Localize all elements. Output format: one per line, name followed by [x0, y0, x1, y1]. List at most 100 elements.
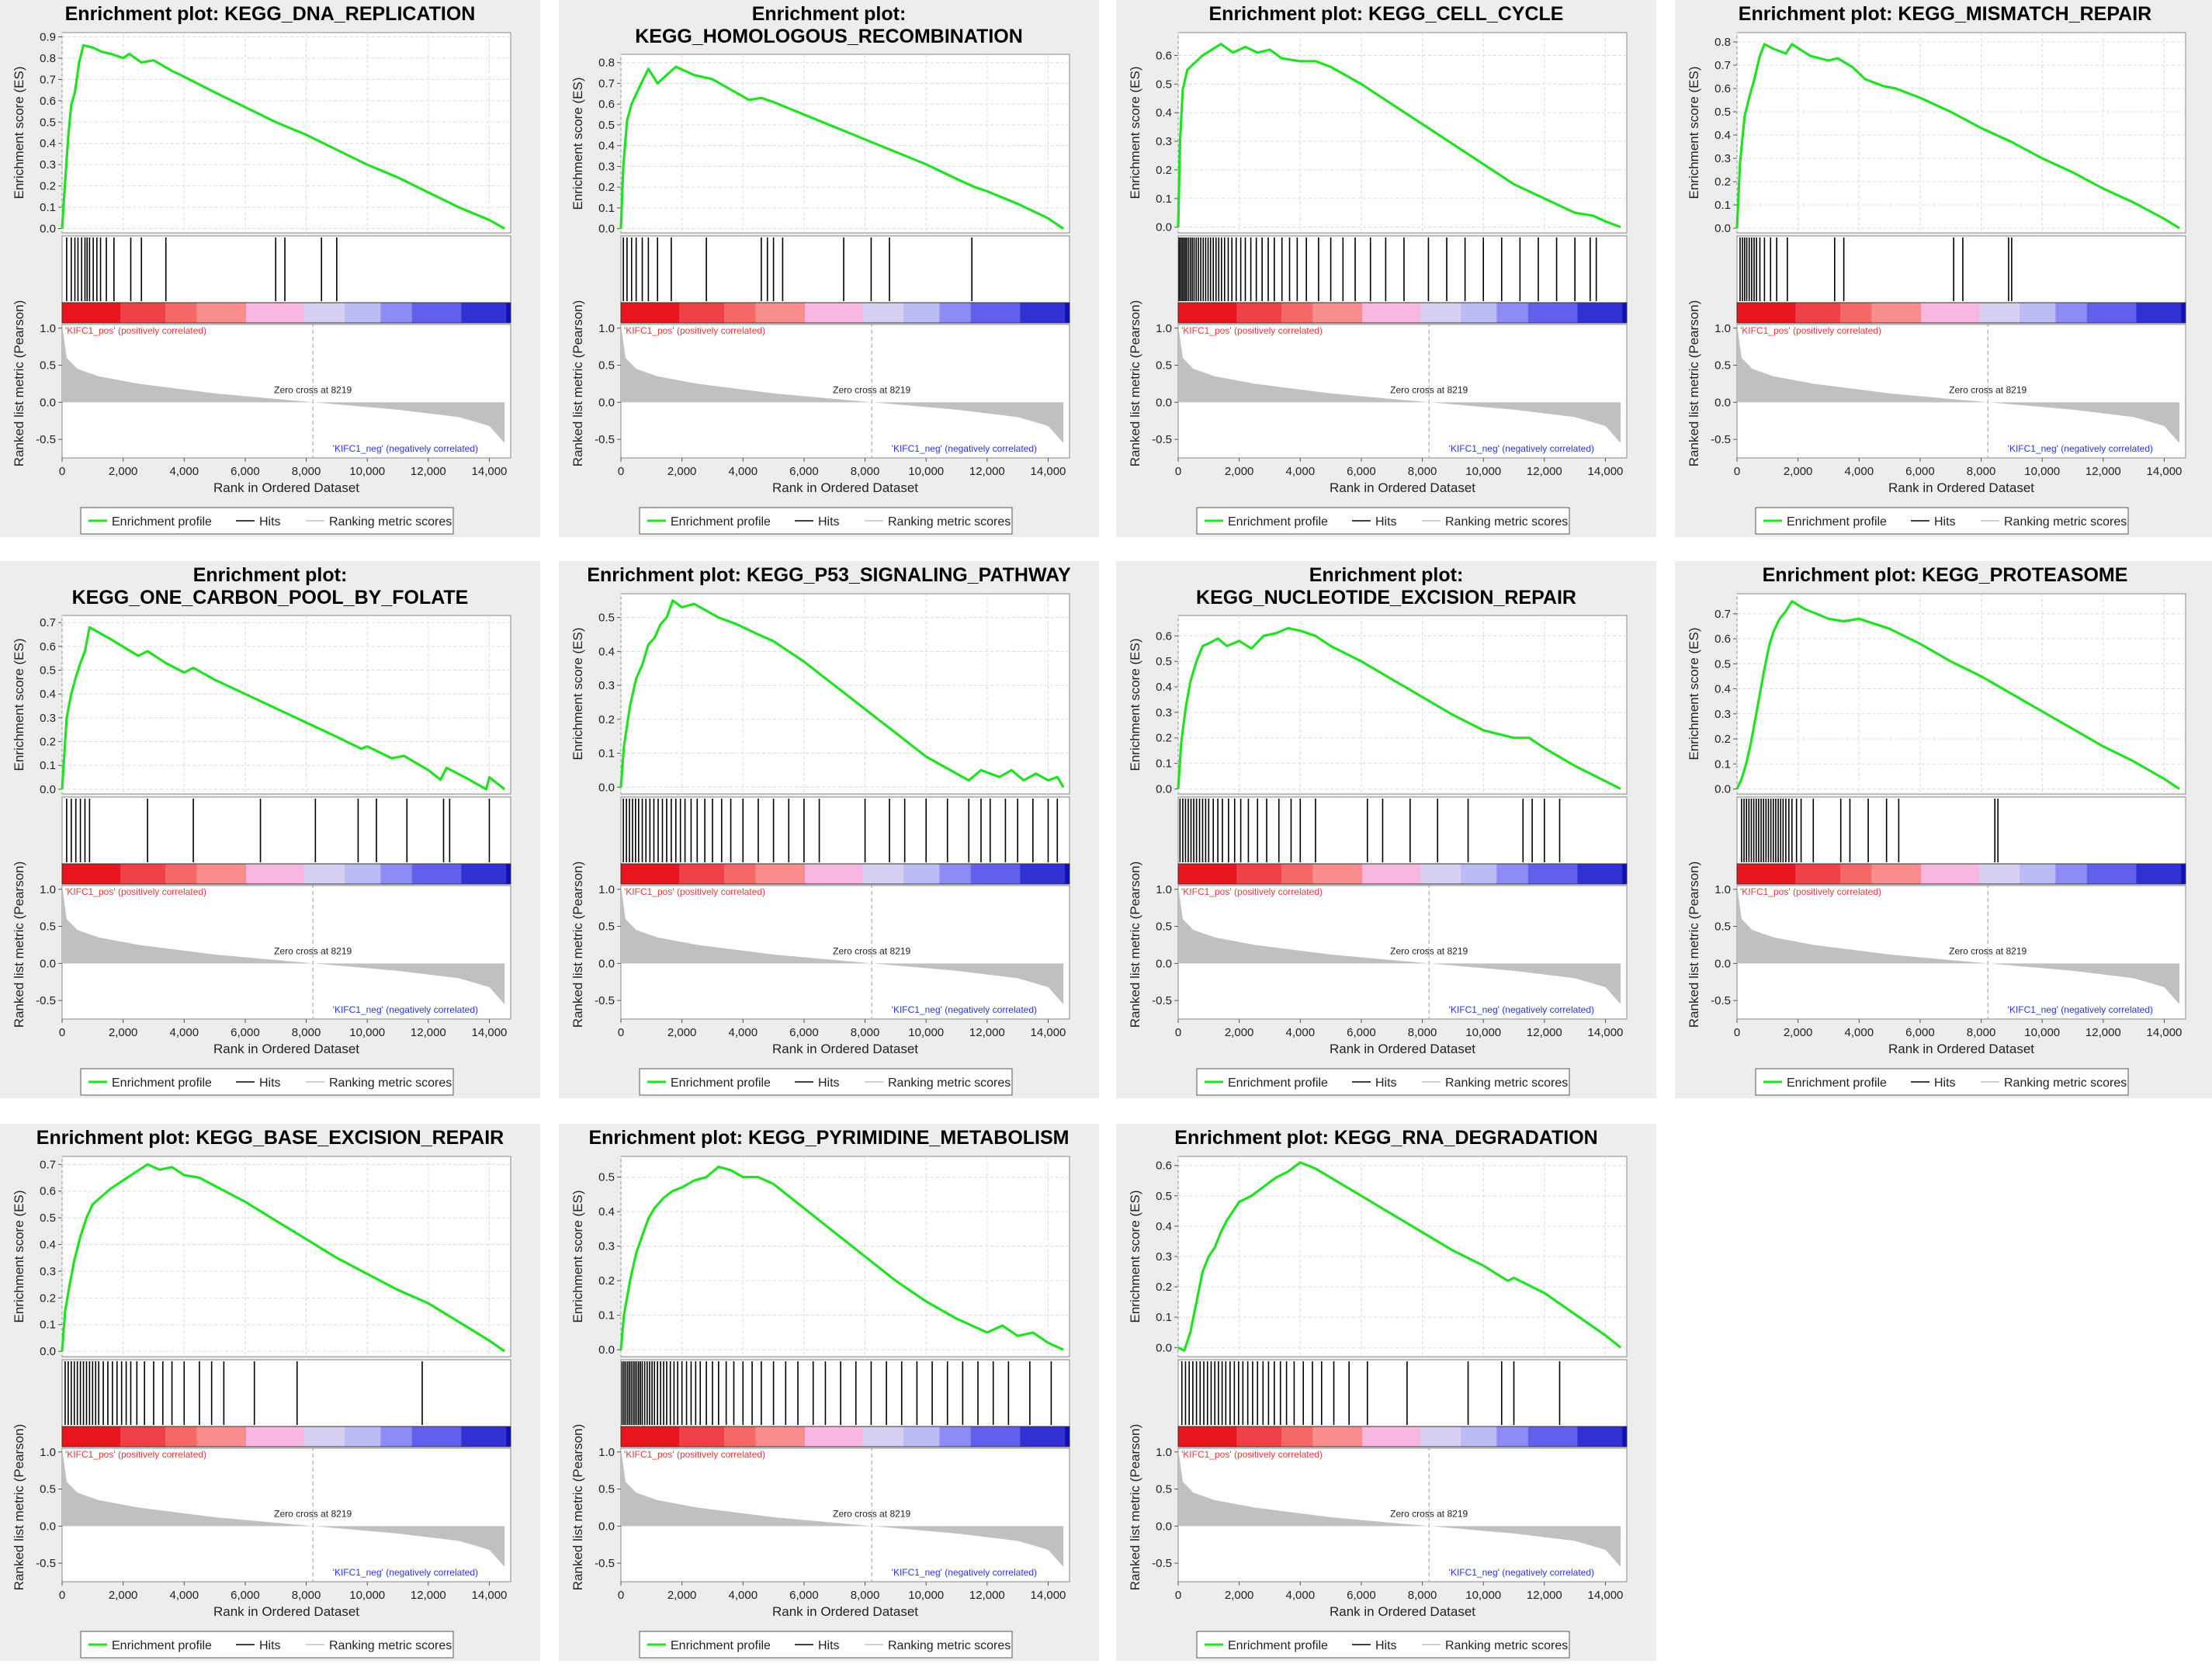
heat-bar-segment — [1577, 303, 1623, 323]
es-tick-label: 0.4 — [1156, 1220, 1172, 1233]
x-tick-label: 8,000 — [1408, 465, 1437, 478]
plot-title: Enrichment plot: KEGG_PROTEASOME — [1763, 564, 2128, 586]
heat-bar-segment — [1461, 864, 1497, 884]
heat-bar-segment — [939, 864, 972, 884]
enrichment-profile-line — [61, 626, 506, 791]
zero-cross-label: Zero cross at 8219 — [1390, 945, 1468, 956]
metric-tick-label: 0.5 — [598, 920, 615, 934]
heat-bar-segment — [1737, 303, 1796, 323]
x-axis-label: Rank in Ordered Dataset — [213, 480, 359, 495]
x-tick-label: 0 — [1734, 465, 1740, 478]
es-tick-label: 0.5 — [1156, 78, 1172, 91]
x-tick-label: 12,000 — [411, 465, 446, 478]
es-tick-label: 0.6 — [1156, 1160, 1172, 1173]
heat-bar-border — [61, 302, 511, 324]
es-tick-label: 0.3 — [1714, 708, 1731, 721]
x-tick-label: 14,000 — [2147, 465, 2183, 478]
es-tick-label: 0.4 — [1156, 681, 1172, 694]
heat-bar-segment — [345, 864, 381, 884]
metric-axis-label: Ranked list metric (Pearson) — [570, 861, 585, 1028]
legend-box — [639, 1068, 1013, 1096]
metric-tick-label: -0.5 — [595, 1557, 615, 1570]
metric-tick-label: -0.5 — [1711, 994, 1731, 1007]
es-tick-label: 0.3 — [1156, 135, 1172, 148]
es-tick-label: 0.8 — [1714, 36, 1731, 49]
heat-bar-border — [61, 1426, 511, 1447]
heat-bar-border — [1177, 302, 1628, 324]
es-axis-label: Enrichment score (ES) — [570, 1191, 585, 1323]
metric-tick-label: -0.5 — [36, 433, 56, 446]
metric-tick-label: 1.0 — [1714, 883, 1731, 896]
es-plot-area — [620, 1156, 1070, 1357]
es-tick-label: 0.7 — [1714, 59, 1731, 72]
positive-correlation-label: 'KIFC1_pos' (positively correlated) — [65, 1449, 206, 1460]
heat-bar-segment — [2181, 864, 2186, 884]
x-tick-label: 2,000 — [109, 1026, 138, 1039]
metric-tick-label: 0.0 — [40, 957, 56, 970]
legend-ranking-label: Ranking metric scores — [1445, 1639, 1568, 1652]
x-axis-label: Rank in Ordered Dataset — [1330, 1604, 1475, 1619]
x-tick-label: 0 — [59, 1589, 65, 1602]
hits-group — [1179, 799, 1561, 862]
enrichment-plot-panel: Enrichment plot: KEGG_CELL_CYCLE 0.0 0.1 0.… — [1116, 0, 1656, 537]
x-tick-label: 6,000 — [231, 1026, 260, 1039]
x-tick-label: 0 — [59, 465, 65, 478]
heat-bar-segment — [1312, 1427, 1363, 1447]
es-axis-label: Enrichment score (ES) — [1687, 67, 1701, 199]
legend-ranking-label: Ranking metric scores — [888, 1076, 1011, 1090]
heat-bar-segment — [1496, 303, 1529, 323]
es-tick-label: 0.2 — [598, 181, 615, 194]
metric-tick-label: 0.5 — [40, 1483, 56, 1496]
x-tick-label: 2,000 — [1784, 465, 1813, 478]
heat-bar-segment — [2086, 303, 2137, 323]
heat-bar-border — [620, 1426, 1070, 1447]
x-tick-label: 10,000 — [349, 465, 385, 478]
enrichment-profile-line — [1735, 600, 2180, 790]
heat-bar-segment — [461, 864, 507, 884]
heat-bar-segment — [2136, 864, 2182, 884]
es-tick-label: 0.3 — [1156, 706, 1172, 719]
x-tick-label: 2,000 — [1225, 465, 1254, 478]
enrichment-profile-line — [61, 1163, 506, 1353]
enrichment-profile-line — [1735, 43, 2180, 230]
heat-bar-segment — [2055, 303, 2088, 323]
zero-cross-label: Zero cross at 8219 — [274, 384, 352, 395]
enrichment-plot-panel: Enrichment plot: KEGG_MISMATCH_REPAIR 0.0… — [1675, 0, 2212, 537]
enrichment-plot-svg: Enrichment plot:KEGG_HOMOLOGOUS_RECOMBIN… — [570, 3, 1070, 535]
heat-bar-segment — [939, 1427, 972, 1447]
heat-bar-segment — [1795, 864, 1841, 884]
metric-tick-label: 0.5 — [598, 1483, 615, 1496]
legend-box — [1755, 1068, 2129, 1096]
metric-tick-label: 0.5 — [1156, 1483, 1172, 1496]
x-tick-label: 14,000 — [1588, 465, 1624, 478]
es-axis-label: Enrichment score (ES) — [1128, 1191, 1142, 1323]
heat-bar-segment — [970, 303, 1021, 323]
es-tick-label: 0.4 — [1714, 683, 1731, 696]
hits-group — [66, 237, 338, 301]
x-tick-label: 12,000 — [1527, 465, 1562, 478]
metric-tick-label: 0.0 — [1156, 396, 1172, 409]
x-tick-label: 10,000 — [2024, 465, 2060, 478]
es-plot-area — [61, 1156, 511, 1357]
heat-bar-segment — [804, 864, 864, 884]
positive-correlation-label: 'KIFC1_pos' (positively correlated) — [1740, 886, 1881, 897]
negative-correlation-label: 'KIFC1_neg' (negatively correlated) — [1449, 1567, 1594, 1578]
x-tick-label: 4,000 — [170, 1026, 199, 1039]
heat-bar-segment — [1420, 1427, 1461, 1447]
x-tick-label: 14,000 — [472, 1026, 508, 1039]
x-axis-label: Rank in Ordered Dataset — [1330, 1042, 1475, 1056]
heat-bar-segment — [1020, 864, 1066, 884]
heat-bar-segment — [903, 303, 940, 323]
heat-bar-segment — [1420, 303, 1461, 323]
x-tick-label: 14,000 — [1031, 1589, 1066, 1602]
negative-correlation-label: 'KIFC1_neg' (negatively correlated) — [892, 443, 1037, 454]
heat-bar-segment — [1312, 303, 1363, 323]
metric-axis-label: Ranked list metric (Pearson) — [1687, 861, 1701, 1028]
negative-correlation-label: 'KIFC1_neg' (negatively correlated) — [333, 1004, 478, 1015]
heat-bar-segment — [1461, 303, 1497, 323]
es-tick-label: 0.8 — [40, 52, 56, 65]
plot-title-line1: Enrichment plot: — [752, 3, 907, 25]
metric-tick-label: 0.0 — [1714, 957, 1731, 970]
es-tick-label: 0.2 — [1156, 164, 1172, 177]
legend-box — [1196, 507, 1570, 535]
